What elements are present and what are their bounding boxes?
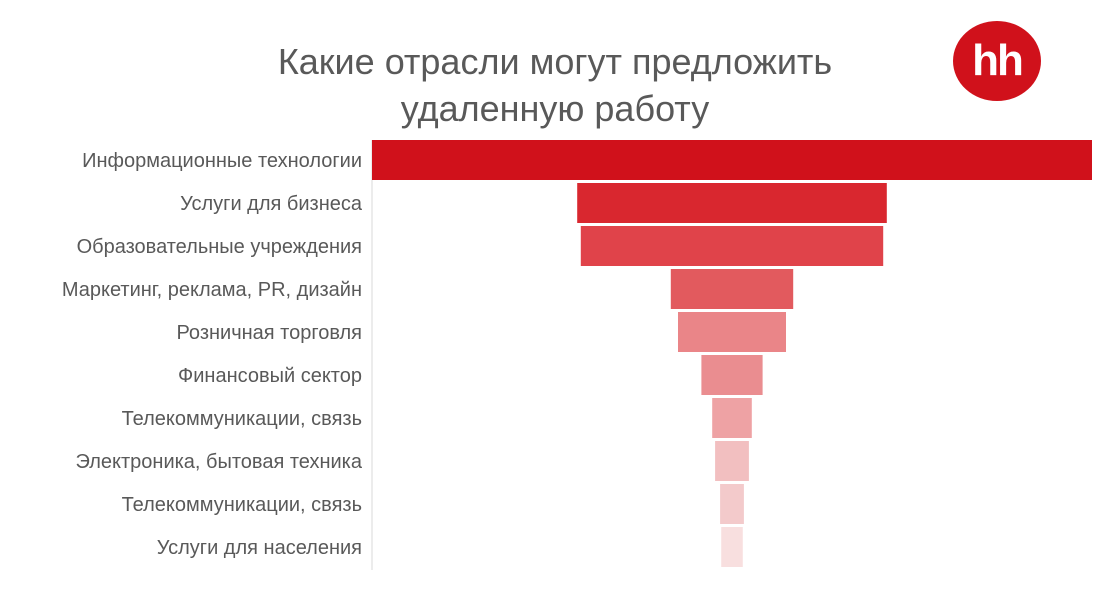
category-label: Услуги для бизнеса: [180, 193, 363, 215]
funnel-bar: [670, 269, 794, 309]
chart-title-line-1: Какие отрасли могут предложить: [277, 41, 833, 82]
funnel-bar: [580, 226, 884, 266]
funnel-bar: [577, 183, 887, 223]
funnel-bar: [372, 140, 1092, 180]
category-label: Электроника, бытовая техника: [76, 451, 363, 473]
category-label: Телекоммуникации, связь: [122, 408, 362, 430]
category-label: Маркетинг, реклама, PR, дизайн: [62, 279, 362, 301]
funnel-bar: [720, 484, 744, 524]
category-label: Услуги для населения: [157, 537, 362, 559]
category-label: Образовательные учреждения: [77, 236, 362, 258]
funnel-bar: [678, 312, 786, 352]
funnel-bar: [721, 527, 743, 567]
chart-title-line-2: удаленную работу: [400, 88, 710, 129]
category-label: Розничная торговля: [176, 322, 362, 344]
funnel-bar: [701, 355, 763, 395]
chart-title: Какие отрасли могут предложить удаленную…: [255, 38, 855, 132]
category-label: Финансовый сектор: [178, 365, 362, 387]
category-label: Информационные технологии: [82, 150, 362, 172]
hh-logo: hh: [953, 21, 1041, 101]
category-label: Телекоммуникации, связь: [122, 494, 362, 516]
funnel-bar: [712, 398, 752, 438]
funnel-bar: [715, 441, 749, 481]
